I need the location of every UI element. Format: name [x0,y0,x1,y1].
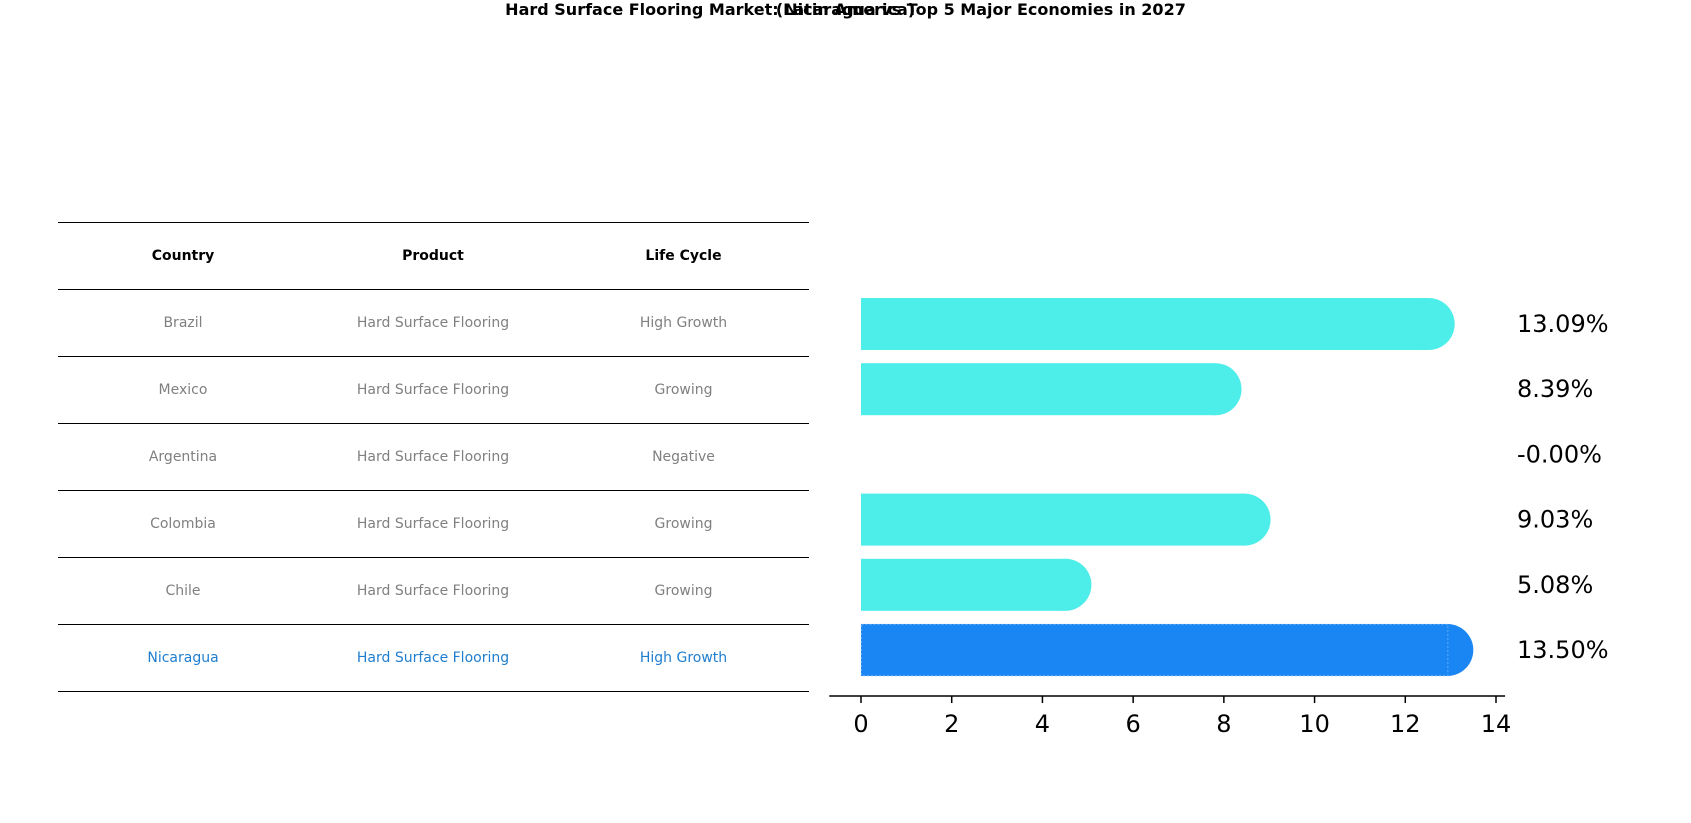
table-row: Mexico Hard Surface Flooring Growing [58,356,809,423]
table-row-highlighted: Nicaragua Hard Surface Flooring High Gro… [58,624,809,692]
header-product: Product [402,248,464,264]
bars-layer [860,298,1474,677]
cell-product: Hard Surface Flooring [356,315,510,331]
x-tick-label: 14 [1481,710,1512,738]
life-cycle-table: Country Product Life Cycle Brazil Hard S… [58,222,809,692]
table-row: Argentina Hard Surface Flooring Negative [58,423,809,490]
x-tick-label: 12 [1390,710,1421,738]
value-label-argentina: -0.00% [1517,440,1602,468]
value-label-brazil: 13.09% [1517,310,1609,338]
cell-country: Colombia [150,516,216,532]
cell-life-cycle: High Growth [639,315,728,331]
cell-country: Chile [165,583,201,599]
table-row: Brazil Hard Surface Flooring High Growth [58,289,809,356]
value-label-nicaragua: 13.50% [1517,636,1609,664]
chart-subtitle: (Latin America) [775,0,916,19]
value-label-colombia: 9.03% [1517,506,1593,534]
x-tick-label: 8 [1216,710,1231,738]
table-row: Chile Hard Surface Flooring Growing [58,557,809,624]
bar-brazil [861,298,1455,350]
table-header-row: Country Product Life Cycle [58,222,809,289]
cell-product: Hard Surface Flooring [356,449,510,465]
bar-nicaragua [860,623,1474,677]
cell-product: Hard Surface Flooring [356,650,510,666]
bar-chile [861,558,1092,611]
cell-life-cycle: High Growth [639,650,728,666]
value-labels-layer: 13.09% 8.39% -0.00% 9.03% 5.08% 13.50% [1517,310,1609,664]
table-row: Colombia Hard Surface Flooring Growing [58,490,809,557]
cell-country: Nicaragua [147,650,219,666]
cell-country: Brazil [163,315,203,331]
chart-title: Hard Surface Flooring Market: Nicaragua … [505,0,1186,19]
cell-life-cycle: Growing [654,382,713,398]
x-tick-label: 0 [853,710,868,738]
cell-product: Hard Surface Flooring [356,583,510,599]
bar-colombia [861,493,1271,546]
x-tick-label: 2 [944,710,959,738]
value-label-chile: 5.08% [1517,571,1593,599]
x-tick-label: 4 [1035,710,1050,738]
cell-life-cycle: Growing [654,583,713,599]
bar-mexico [861,363,1242,416]
cell-country: Argentina [148,449,218,465]
x-tick-label: 10 [1299,710,1330,738]
header-life-cycle: Life Cycle [645,248,722,264]
cell-country: Mexico [158,382,208,398]
header-country: Country [151,248,215,264]
cell-life-cycle: Negative [652,449,715,465]
cell-life-cycle: Growing [654,516,713,532]
x-axis: 0 2 4 6 8 10 12 14 [829,695,1512,738]
value-label-mexico: 8.39% [1517,375,1593,403]
cell-product: Hard Surface Flooring [356,516,510,532]
x-tick-label: 6 [1126,710,1141,738]
cell-product: Hard Surface Flooring [356,382,510,398]
